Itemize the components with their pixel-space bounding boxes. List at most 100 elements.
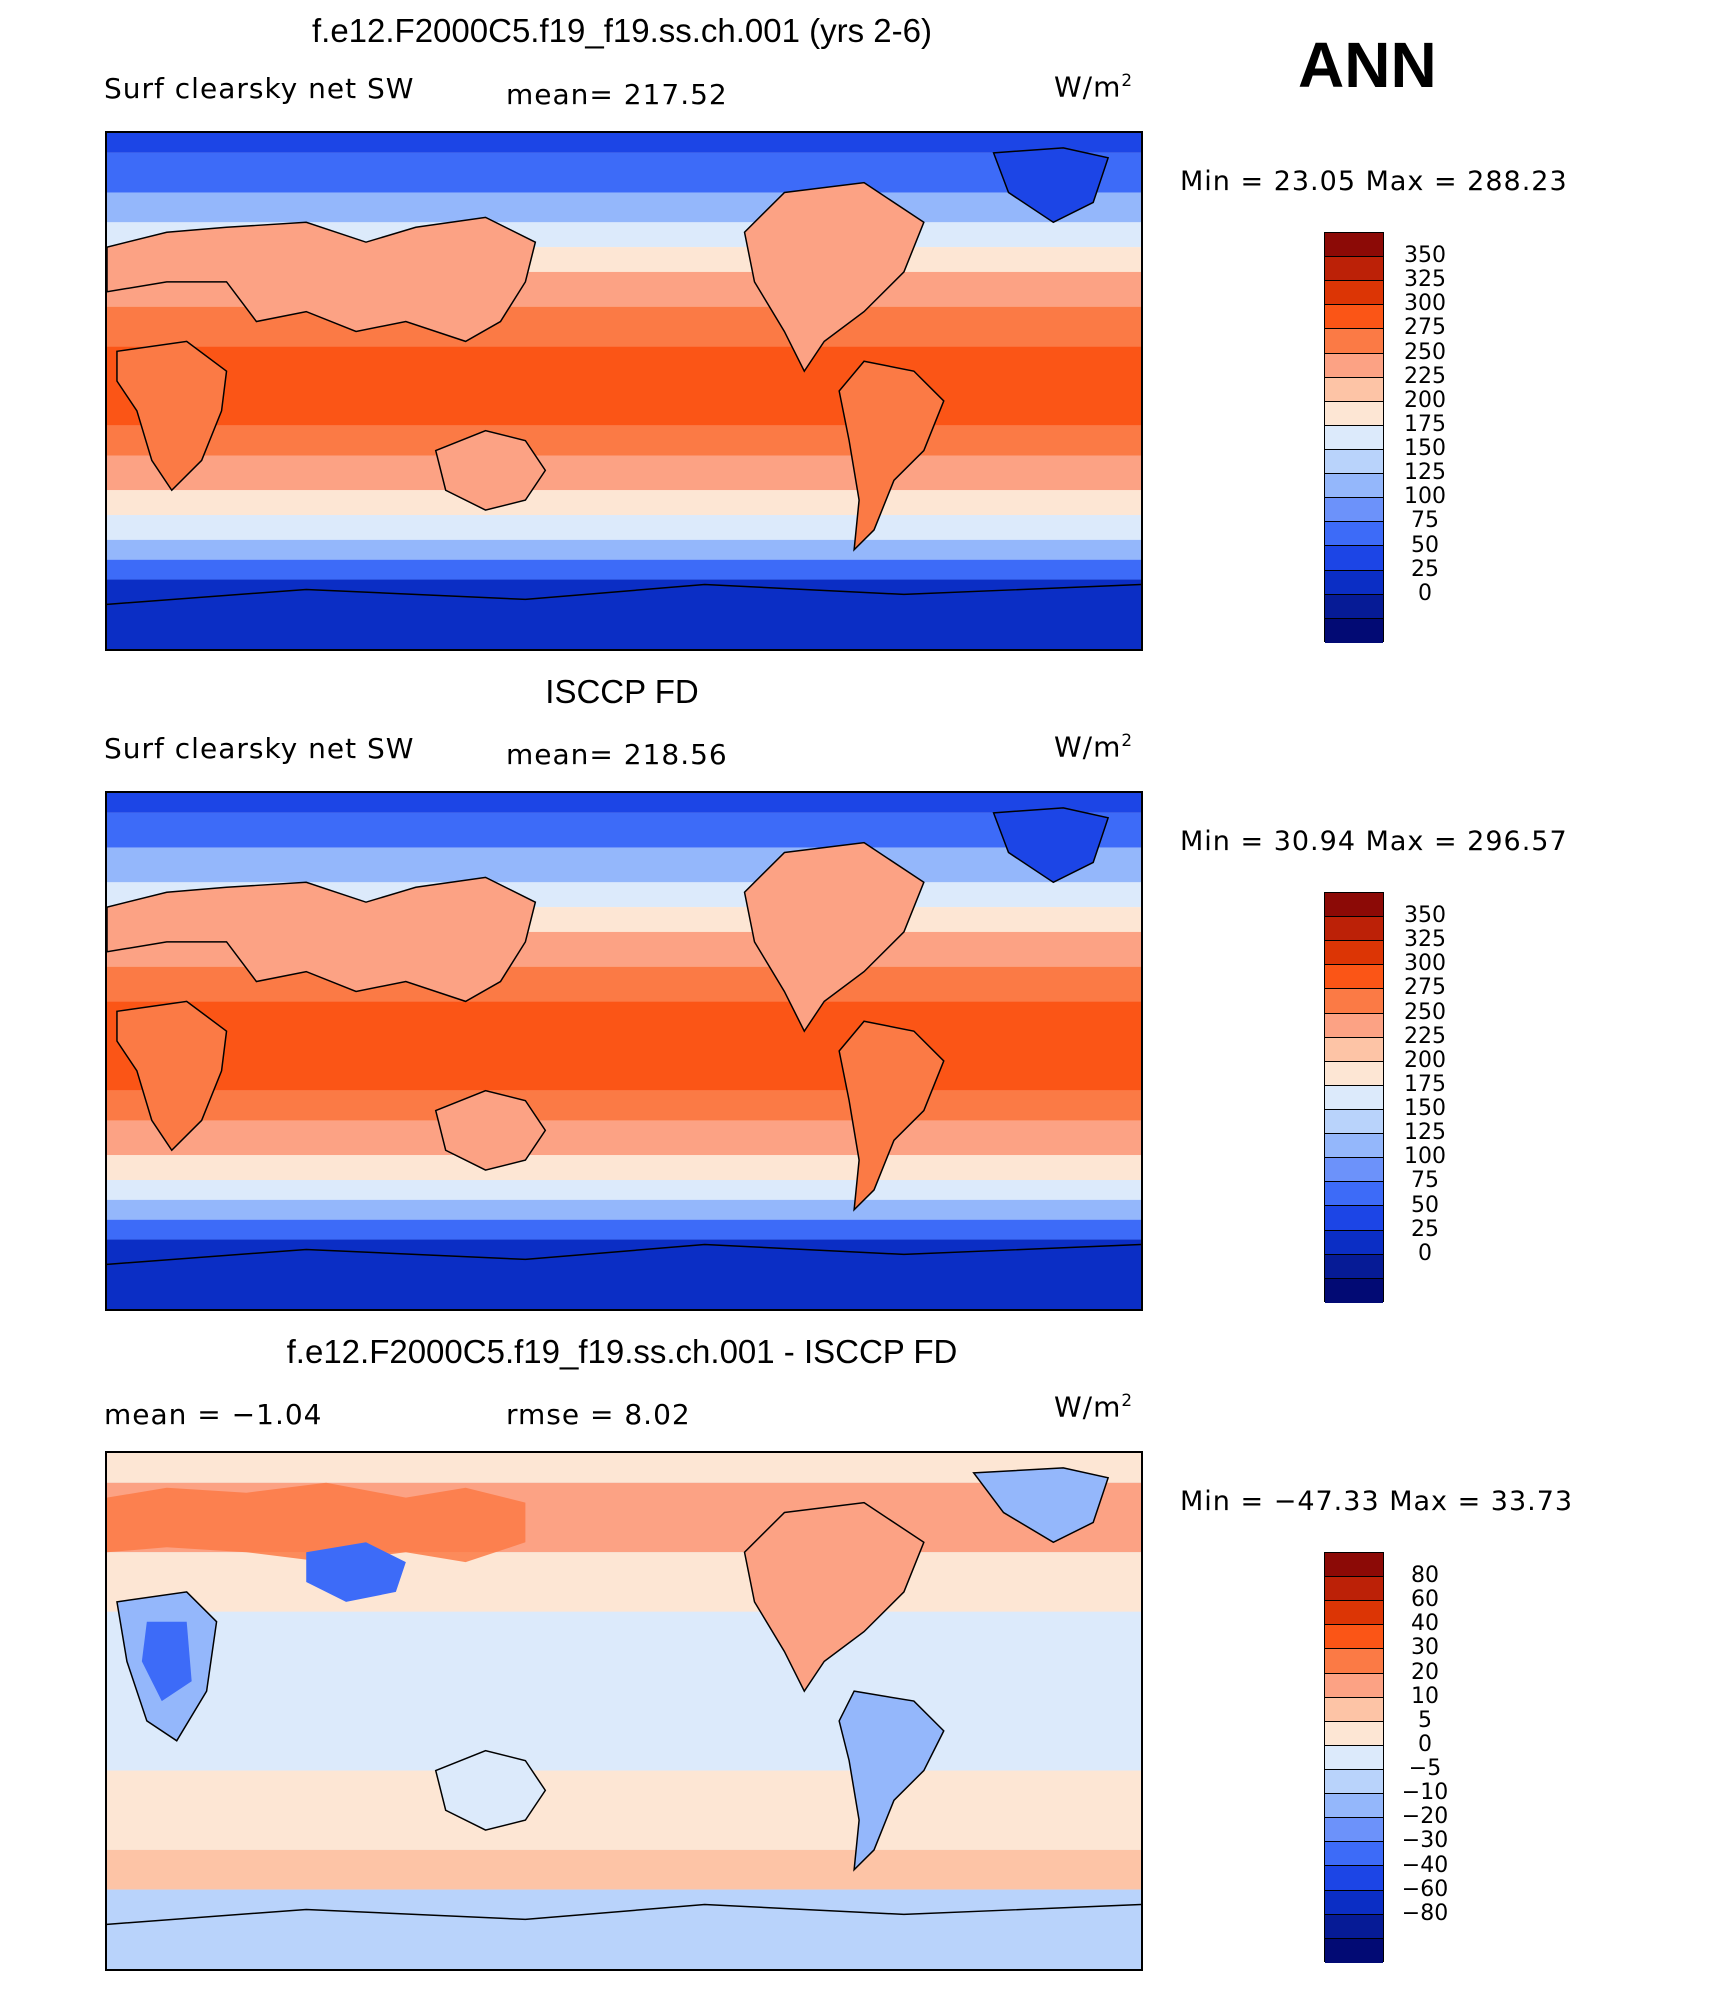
colorbar-label: 275 xyxy=(1404,315,1446,341)
colorbar-swatch xyxy=(1325,989,1383,1014)
colorbar-swatch xyxy=(1325,329,1383,354)
colorbar-label: 50 xyxy=(1411,532,1439,558)
panel3-rmse-label: rmse = 8.02 xyxy=(506,1398,691,1431)
colorbar-label: 275 xyxy=(1404,975,1446,1001)
colorbar-swatch xyxy=(1325,1134,1383,1159)
colorbar-label: 325 xyxy=(1404,267,1446,293)
colorbar-label: 30 xyxy=(1411,1635,1439,1661)
colorbar-swatch xyxy=(1325,1745,1383,1770)
colorbar-swatch xyxy=(1325,498,1383,523)
colorbar-swatch xyxy=(1325,1649,1383,1674)
colorbar-swatch xyxy=(1325,1037,1383,1062)
panel3-minmax: Min = −47.33 Max = 33.73 xyxy=(1180,1486,1574,1517)
colorbar-swatch xyxy=(1325,941,1383,966)
colorbar-swatch xyxy=(1325,233,1383,258)
colorbar-label: 150 xyxy=(1404,1096,1446,1122)
colorbar-swatch xyxy=(1325,1769,1383,1795)
colorbar-label: −10 xyxy=(1401,1780,1449,1806)
panel3-colorbar-swatches xyxy=(1324,1552,1384,1963)
colorbar-swatch xyxy=(1325,305,1383,330)
colorbar-swatch xyxy=(1325,377,1383,402)
panel3-mean-label: mean = −1.04 xyxy=(104,1398,323,1431)
colorbar-label: 225 xyxy=(1404,1023,1446,1049)
colorbar-swatch xyxy=(1325,965,1383,990)
panel2-minmax: Min = 30.94 Max = 296.57 xyxy=(1180,826,1568,857)
colorbar-label: 350 xyxy=(1404,243,1446,269)
colorbar-swatch xyxy=(1325,1625,1383,1650)
colorbar-label: 300 xyxy=(1404,951,1446,977)
colorbar-swatch xyxy=(1325,1601,1383,1626)
colorbar-swatch xyxy=(1325,257,1383,282)
colorbar-label: −20 xyxy=(1401,1804,1449,1830)
colorbar-label: 20 xyxy=(1411,1659,1439,1685)
colorbar-label: −5 xyxy=(1408,1756,1442,1782)
colorbar-label: 80 xyxy=(1411,1563,1439,1589)
colorbar-swatch xyxy=(1325,449,1383,475)
colorbar-swatch xyxy=(1325,1061,1383,1086)
colorbar-swatch xyxy=(1325,1230,1383,1255)
colorbar-label: 200 xyxy=(1404,387,1446,413)
colorbar-swatch xyxy=(1325,546,1383,571)
colorbar-swatch xyxy=(1325,570,1383,595)
colorbar-swatch xyxy=(1325,1109,1383,1135)
colorbar-label: −30 xyxy=(1401,1828,1449,1854)
colorbar-label: 100 xyxy=(1404,484,1446,510)
colorbar-label: 175 xyxy=(1404,1071,1446,1097)
panel1-map xyxy=(105,131,1143,651)
colorbar-label: 350 xyxy=(1404,903,1446,929)
colorbar-swatch xyxy=(1325,1673,1383,1698)
panel2-variable-label: Surf clearsky net SW xyxy=(104,732,415,765)
colorbar-label: 0 xyxy=(1418,1240,1432,1266)
colorbar-swatch xyxy=(1325,917,1383,942)
panel3-map xyxy=(105,1451,1143,1971)
colorbar-label: 5 xyxy=(1418,1707,1432,1733)
colorbar-label: 0 xyxy=(1418,580,1432,606)
colorbar-label: −80 xyxy=(1401,1900,1449,1926)
colorbar-swatch xyxy=(1325,1182,1383,1207)
colorbar-swatch xyxy=(1325,1721,1383,1746)
panel2-map-svg xyxy=(107,793,1141,1309)
panel1-colorbar-swatches xyxy=(1324,232,1384,643)
colorbar-label: −60 xyxy=(1401,1876,1449,1902)
panel3-title: f.e12.F2000C5.f19_f19.ss.ch.001 - ISCCP … xyxy=(286,1333,958,1370)
colorbar-label: 40 xyxy=(1411,1611,1439,1637)
colorbar-swatch xyxy=(1325,281,1383,306)
colorbar-swatch xyxy=(1325,1254,1383,1279)
colorbar-label: 100 xyxy=(1404,1144,1446,1170)
colorbar-swatch xyxy=(1325,425,1383,450)
colorbar-swatch xyxy=(1325,1158,1383,1183)
colorbar-swatch xyxy=(1325,594,1383,619)
colorbar-swatch xyxy=(1325,893,1383,918)
colorbar-swatch xyxy=(1325,1818,1383,1843)
colorbar-swatch xyxy=(1325,1914,1383,1939)
colorbar-label: 300 xyxy=(1404,291,1446,317)
colorbar-swatch xyxy=(1325,1866,1383,1891)
colorbar-label: 50 xyxy=(1411,1192,1439,1218)
colorbar-swatch xyxy=(1325,1577,1383,1602)
colorbar-label: 60 xyxy=(1411,1587,1439,1613)
panel1-variable-label: Surf clearsky net SW xyxy=(104,72,415,105)
panel1-map-svg xyxy=(107,133,1141,649)
panel3-map-svg xyxy=(107,1453,1141,1969)
colorbar-label: 75 xyxy=(1411,1168,1439,1194)
colorbar-label: −40 xyxy=(1401,1852,1449,1878)
panel1-mean-label: mean= 217.52 xyxy=(506,78,728,111)
colorbar-label: 75 xyxy=(1411,508,1439,534)
colorbar-label: 125 xyxy=(1404,1120,1446,1146)
colorbar-label: 150 xyxy=(1404,436,1446,462)
colorbar-label: 10 xyxy=(1411,1683,1439,1709)
colorbar-swatch xyxy=(1325,1697,1383,1722)
colorbar-swatch xyxy=(1325,353,1383,378)
colorbar-swatch xyxy=(1325,401,1383,426)
colorbar-label: 175 xyxy=(1404,411,1446,437)
colorbar-swatch xyxy=(1325,1938,1383,1963)
panel2-units: W/m2 xyxy=(1054,730,1134,764)
panel3-units: W/m2 xyxy=(1054,1390,1134,1424)
colorbar-label: 225 xyxy=(1404,363,1446,389)
colorbar-label: 125 xyxy=(1404,460,1446,486)
panel1-minmax: Min = 23.05 Max = 288.23 xyxy=(1180,166,1568,197)
colorbar-swatch xyxy=(1325,618,1383,643)
colorbar-label: 25 xyxy=(1411,556,1439,582)
colorbar-swatch xyxy=(1325,1890,1383,1915)
colorbar-swatch xyxy=(1325,1206,1383,1231)
